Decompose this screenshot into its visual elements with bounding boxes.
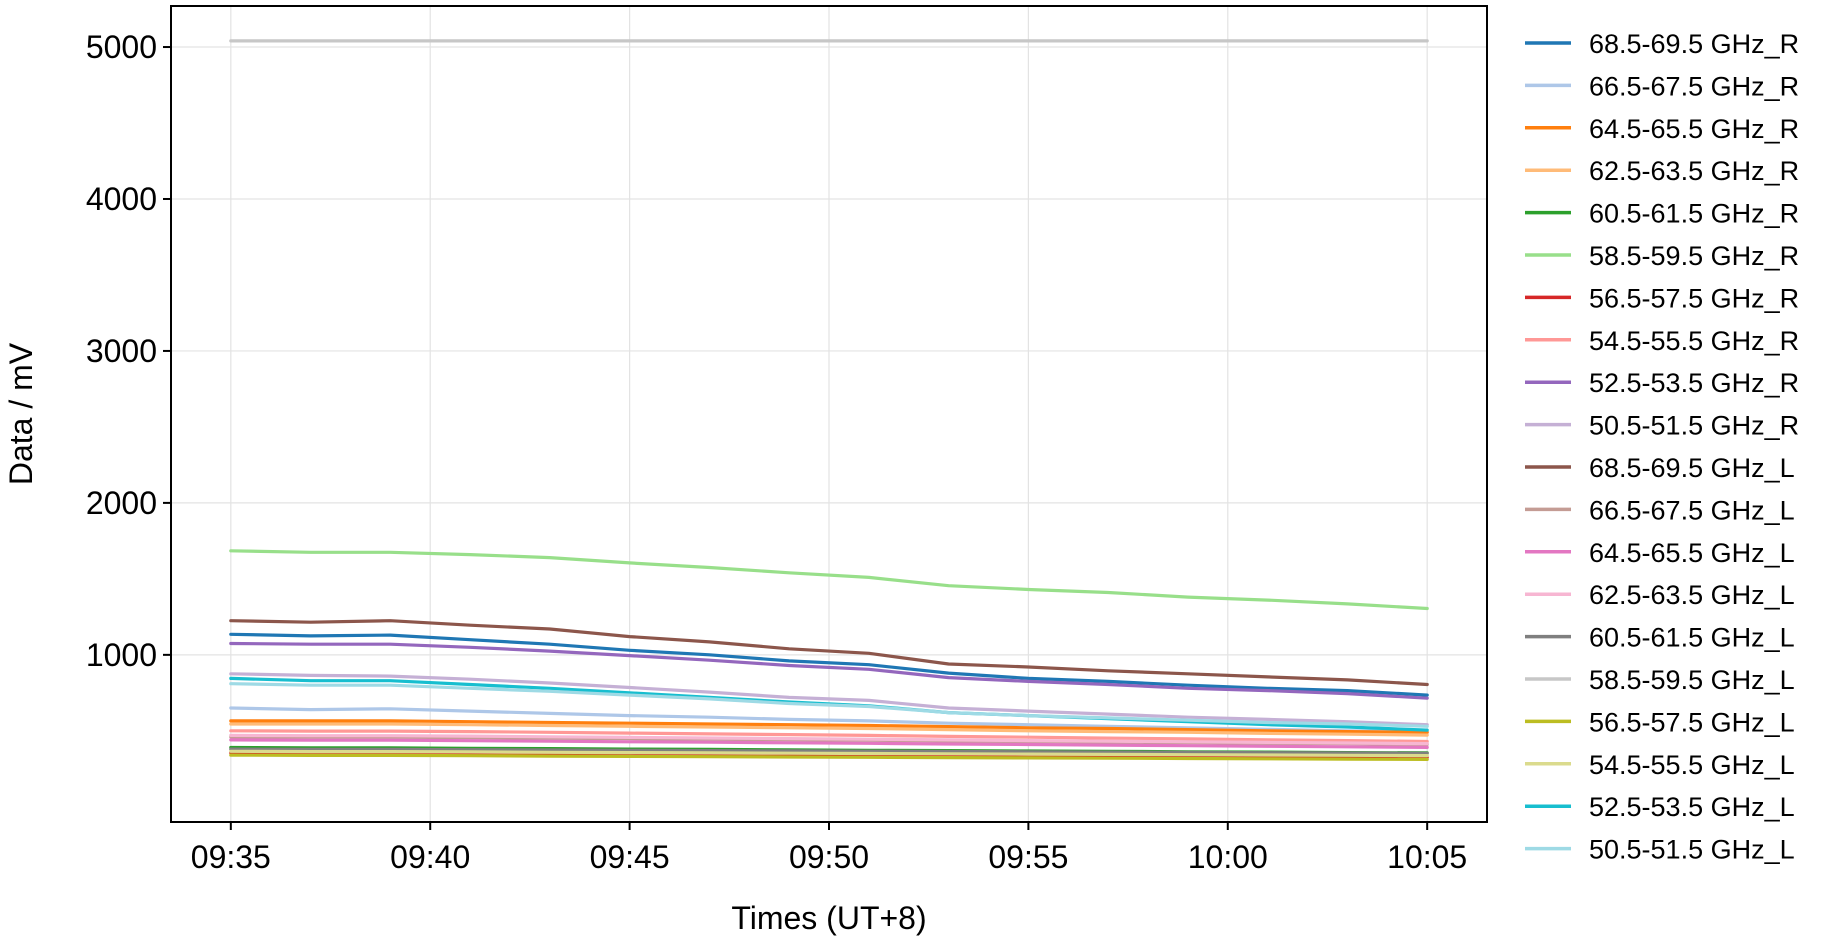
legend-label: 66.5-67.5 GHz_L: [1589, 495, 1795, 525]
y-tick-label: 4000: [86, 181, 157, 217]
series-line-9: [229, 641, 1429, 700]
legend-label: 64.5-65.5 GHz_R: [1589, 114, 1799, 144]
x-tick-label: 09:55: [988, 839, 1068, 875]
legend-label: 60.5-61.5 GHz_R: [1589, 199, 1799, 229]
legend-label: 52.5-53.5 GHz_R: [1589, 368, 1799, 398]
legend-label: 56.5-57.5 GHz_R: [1589, 283, 1799, 313]
legend-label: 68.5-69.5 GHz_R: [1589, 29, 1799, 59]
legend-label: 54.5-55.5 GHz_R: [1589, 326, 1799, 356]
series-line-15: [229, 747, 1429, 755]
series-line-13: [229, 738, 1429, 750]
series-lines: [229, 39, 1429, 762]
legend-label: 62.5-63.5 GHz_R: [1589, 156, 1799, 186]
y-tick-label: 1000: [86, 637, 157, 673]
legend-label: 52.5-53.5 GHz_L: [1589, 792, 1795, 822]
legend-label: 54.5-55.5 GHz_L: [1589, 750, 1795, 780]
legend-label: 50.5-51.5 GHz_L: [1589, 835, 1795, 865]
series-line-18: [229, 749, 1429, 758]
series-line-8: [229, 729, 1429, 744]
x-tick-label: 09:40: [390, 839, 470, 875]
x-axis: 09:35 09:40 09:45 09:50 09:55 10:00 10:05: [191, 822, 1467, 875]
legend-label: 64.5-65.5 GHz_L: [1589, 538, 1795, 568]
grid-lines: [171, 6, 1487, 822]
series-line-3: [229, 719, 1429, 734]
legend-label: 68.5-69.5 GHz_L: [1589, 453, 1795, 483]
series-line-20: [229, 682, 1429, 728]
legend-label: 56.5-57.5 GHz_L: [1589, 707, 1795, 737]
legend-label: 58.5-59.5 GHz_L: [1589, 665, 1795, 695]
legend-label: 50.5-51.5 GHz_R: [1589, 411, 1799, 441]
y-tick-label: 5000: [86, 29, 157, 65]
legend-label: 66.5-67.5 GHz_R: [1589, 71, 1799, 101]
series-line-1: [229, 632, 1429, 697]
legend-label: 60.5-61.5 GHz_L: [1589, 623, 1795, 653]
series-line-11: [229, 619, 1429, 687]
series-line-4: [229, 722, 1429, 737]
y-axis: 1000 2000 3000 4000 5000: [86, 29, 171, 673]
series-line-6: [229, 549, 1429, 611]
series-line-14: [229, 733, 1429, 746]
y-tick-label: 2000: [86, 485, 157, 521]
x-axis-label: Times (UT+8): [731, 900, 926, 936]
legend: 68.5-69.5 GHz_R 66.5-67.5 GHz_R 64.5-65.5 …: [1525, 29, 1799, 865]
series-line-10: [229, 672, 1429, 727]
x-tick-label: 10:00: [1188, 839, 1268, 875]
y-tick-label: 3000: [86, 333, 157, 369]
series-line-17: [229, 753, 1429, 762]
x-tick-label: 09:35: [191, 839, 271, 875]
x-tick-label: 09:50: [789, 839, 869, 875]
y-axis-label: Data / mV: [3, 342, 39, 485]
legend-label: 62.5-63.5 GHz_L: [1589, 580, 1795, 610]
series-line-2: [229, 706, 1429, 734]
legend-label: 58.5-59.5 GHz_R: [1589, 241, 1799, 271]
x-tick-label: 10:05: [1387, 839, 1467, 875]
x-tick-label: 09:45: [590, 839, 670, 875]
